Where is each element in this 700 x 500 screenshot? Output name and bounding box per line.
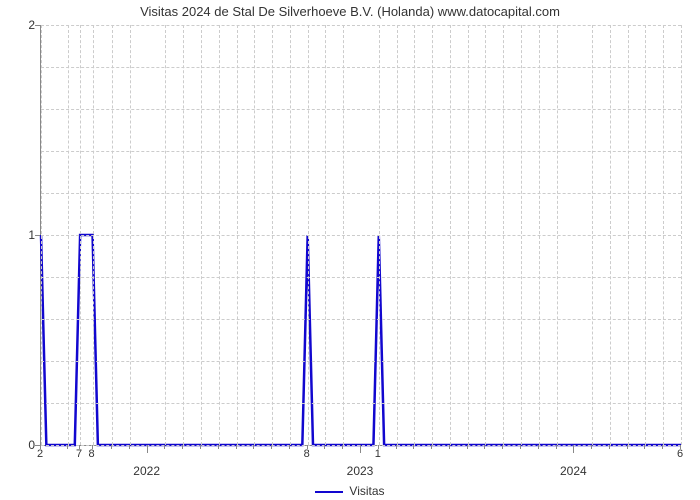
grid-line-v [165, 25, 166, 445]
x-tick-mark-minor [520, 445, 521, 449]
grid-line-v [80, 25, 81, 445]
x-tick-mark-minor [218, 445, 219, 449]
x-tick-mark-minor [111, 445, 112, 449]
grid-line-v [557, 25, 558, 445]
grid-line-v [237, 25, 238, 445]
grid-line-v [379, 25, 380, 445]
x-tick-mark-minor [627, 445, 628, 449]
grid-line-h [41, 25, 681, 26]
grid-line-h [41, 445, 681, 446]
grid-line-v [414, 25, 415, 445]
grid-line-v [41, 25, 42, 445]
grid-line-v [93, 25, 94, 445]
grid-line-h [41, 235, 681, 236]
x-tick-mark-major [360, 445, 361, 453]
grid-line-v [485, 25, 486, 445]
grid-line-v [325, 25, 326, 445]
grid-line-h-minor [41, 109, 681, 110]
y-tick-label: 2 [28, 18, 35, 32]
grid-line-v [592, 25, 593, 445]
x-tick-mark-major [147, 445, 148, 453]
x-tick-mark-minor [289, 445, 290, 449]
x-tick-mark-minor [342, 445, 343, 449]
x-tick-mark-minor [253, 445, 254, 449]
x-tick-mark-minor [236, 445, 237, 449]
x-tick-mark-minor [200, 445, 201, 449]
x-tick-mark-minor [129, 445, 130, 449]
grid-line-h-minor [41, 193, 681, 194]
y-tick-label: 0 [28, 438, 35, 452]
grid-line-h-minor [41, 151, 681, 152]
x-tick-mark-minor [556, 445, 557, 449]
grid-line-v [343, 25, 344, 445]
grid-line-v [450, 25, 451, 445]
grid-line-v [503, 25, 504, 445]
x-tick-mark-minor [396, 445, 397, 449]
x-tick-label-minor: 7 [76, 448, 82, 460]
chart-title: Visitas 2024 de Stal De Silverhoeve B.V.… [0, 4, 700, 19]
grid-line-v [539, 25, 540, 445]
grid-line-v [201, 25, 202, 445]
plot-area [40, 25, 681, 446]
x-tick-label-major: 2022 [133, 464, 160, 478]
x-tick-mark-minor [644, 445, 645, 449]
grid-line-v [308, 25, 309, 445]
grid-line-v [112, 25, 113, 445]
y-tick-mark [35, 235, 40, 236]
x-tick-label-minor: 6 [677, 448, 683, 460]
grid-line-v [468, 25, 469, 445]
grid-line-h-minor [41, 319, 681, 320]
x-tick-label-major: 2023 [347, 464, 374, 478]
grid-line-v [183, 25, 184, 445]
grid-line-v [254, 25, 255, 445]
grid-line-v [681, 25, 682, 445]
series-line [41, 235, 681, 445]
grid-line-h-minor [41, 277, 681, 278]
x-tick-label-minor: 8 [304, 448, 310, 460]
x-tick-mark-major [573, 445, 574, 453]
x-tick-mark-minor [431, 445, 432, 449]
y-tick-label: 1 [28, 228, 35, 242]
grid-line-v [628, 25, 629, 445]
chart-container: Visitas 2024 de Stal De Silverhoeve B.V.… [0, 0, 700, 500]
legend: Visitas [0, 484, 700, 498]
x-tick-mark-minor [182, 445, 183, 449]
x-tick-mark-minor [609, 445, 610, 449]
grid-line-v [610, 25, 611, 445]
legend-label: Visitas [349, 484, 384, 498]
grid-line-v [397, 25, 398, 445]
x-tick-mark-minor [67, 445, 68, 449]
grid-line-v [645, 25, 646, 445]
grid-line-v [68, 25, 69, 445]
grid-line-v [130, 25, 131, 445]
grid-line-v [219, 25, 220, 445]
x-tick-mark-minor [484, 445, 485, 449]
x-tick-mark-minor [324, 445, 325, 449]
grid-line-h-minor [41, 361, 681, 362]
grid-line-v [432, 25, 433, 445]
grid-line-h-minor [41, 67, 681, 68]
x-tick-mark-minor [271, 445, 272, 449]
x-tick-mark-minor [502, 445, 503, 449]
x-tick-mark-minor [449, 445, 450, 449]
x-tick-label-minor: 1 [375, 448, 381, 460]
x-tick-label-major: 2024 [560, 464, 587, 478]
y-tick-mark [35, 25, 40, 26]
x-tick-mark-minor [591, 445, 592, 449]
x-tick-label-minor: 8 [88, 448, 94, 460]
legend-swatch [315, 491, 343, 493]
x-tick-mark-minor [467, 445, 468, 449]
grid-line-v [663, 25, 664, 445]
x-tick-mark-minor [413, 445, 414, 449]
x-tick-mark-minor [662, 445, 663, 449]
grid-line-v [272, 25, 273, 445]
x-tick-mark-minor [538, 445, 539, 449]
x-tick-label-minor: 2 [37, 448, 43, 460]
grid-line-v [521, 25, 522, 445]
grid-line-h-minor [41, 403, 681, 404]
grid-line-v [290, 25, 291, 445]
x-tick-mark-minor [164, 445, 165, 449]
